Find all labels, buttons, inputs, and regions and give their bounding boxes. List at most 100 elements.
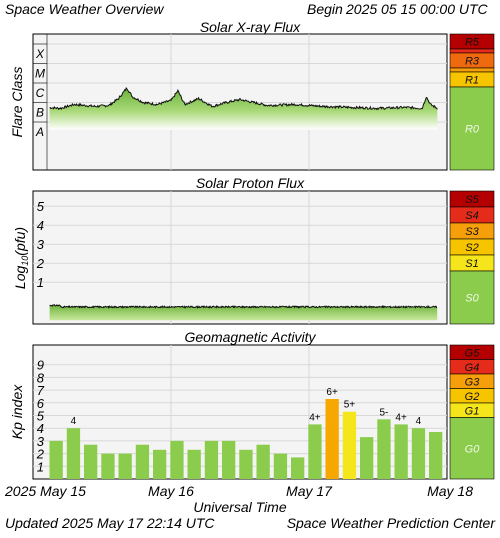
xray-scale-label-r0: R0	[465, 124, 480, 136]
proton-ylabel: Log10(pfu)	[12, 227, 30, 289]
kp-g-scale: G5 G4 G3 G2 G1 G0	[449, 344, 495, 480]
proton-scale-label-s1: S1	[465, 258, 478, 270]
proton-flux-line	[49, 304, 438, 309]
kp-bar	[394, 424, 408, 479]
xray-class-a: A	[35, 125, 44, 139]
kp-bar-label: 6+	[326, 387, 338, 398]
begin-time: 2025 05 15 00:00 UTC	[345, 1, 489, 17]
kp-bar	[135, 444, 150, 479]
xray-scale-box-r0	[449, 86, 495, 171]
proton-scale-box-s0	[449, 270, 495, 325]
begin-label: Begin	[307, 1, 343, 17]
updated-label: Updated	[5, 515, 59, 531]
xray-flux-line	[49, 86, 438, 111]
kp-bar	[325, 399, 339, 479]
kp-bar-label: 4	[71, 416, 77, 427]
kp-scale-label-g5: G5	[465, 347, 481, 359]
xray-class-b: B	[36, 106, 44, 120]
x-tick-label: May 18	[427, 483, 473, 499]
proton-ylabel-sub: 10	[20, 256, 30, 266]
xray-flux-area	[49, 88, 438, 130]
kp-bar	[411, 428, 426, 479]
proton-title: Solar Proton Flux	[196, 175, 305, 191]
kp-bar	[204, 440, 219, 479]
x-tick-label: 2025 May 15	[4, 483, 86, 499]
proton-tick-4: 4	[37, 218, 44, 233]
kp-tick-8: 8	[37, 370, 45, 385]
xray-class-m: M	[35, 67, 45, 81]
kp-bar	[153, 449, 167, 479]
proton-scale-label-s5: S5	[465, 194, 479, 206]
kp-tick-3: 3	[37, 434, 45, 449]
xray-class-x: X	[35, 47, 45, 61]
updated-time: 2025 May 17 22:14 UTC	[61, 515, 215, 531]
kp-bar-label: 4+	[395, 412, 407, 423]
proton-tick-5: 5	[37, 199, 45, 214]
proton-ylabel-main: Log	[12, 266, 28, 290]
xray-scale-box-r2-band	[449, 67, 495, 73]
kp-tick-9: 9	[37, 358, 44, 373]
kp-bar	[377, 419, 391, 479]
kp-title: Geomagnetic Activity	[185, 329, 317, 345]
proton-grid	[33, 191, 447, 324]
proton-s-scale: S5 S4 S3 S2 S1 S0	[449, 190, 495, 325]
kp-bar	[429, 432, 443, 479]
kp-bar-label: 4+	[309, 412, 321, 423]
kp-scale-label-g0: G0	[465, 443, 481, 455]
xray-scale-box-r4-band	[449, 48, 495, 54]
kp-scale-label-g4: G4	[465, 362, 480, 374]
xray-scale-label-r1: R1	[465, 75, 479, 87]
xray-scale-label-r3: R3	[465, 56, 480, 68]
kp-bar	[66, 428, 81, 479]
x-axis-tick-labels: 2025 May 15 May 16 May 17 May 18	[4, 483, 473, 499]
kp-bar-label: 5+	[344, 400, 356, 411]
kp-bar	[118, 453, 132, 479]
proton-tick-3: 3	[37, 237, 45, 252]
proton-scale-label-s0: S0	[465, 293, 479, 305]
kp-tick-4: 4	[37, 421, 44, 436]
proton-tick-1: 1	[37, 275, 44, 290]
proton-tick-labels: 1 2 3 4 5	[36, 199, 45, 290]
kp-scale-label-g2: G2	[465, 391, 480, 403]
kp-tick-2: 2	[36, 447, 45, 462]
proton-tick-2: 2	[36, 256, 45, 271]
kp-bar	[273, 453, 288, 479]
kp-tick-6: 6	[37, 396, 45, 411]
proton-plot-frame	[32, 190, 448, 325]
xray-class-c: C	[36, 86, 45, 100]
kp-bar	[342, 411, 357, 479]
kp-scale-label-g3: G3	[465, 376, 481, 388]
kp-ylabel: Kp index	[9, 384, 25, 439]
xray-ylabel: Flare Class	[9, 67, 25, 138]
kp-bar	[101, 453, 115, 479]
proton-flux-area	[49, 304, 438, 321]
x-tick-label: May 16	[148, 483, 194, 499]
kp-bar	[49, 440, 63, 479]
proton-panel: 1 2 3 4 5 S5 S4 S3 S2 S1 S0	[32, 190, 495, 325]
kp-bar	[308, 424, 322, 479]
kp-bar	[170, 440, 184, 479]
kp-bar-labels: 4 4+ 6+ 5+ 5- 4+ 4	[71, 387, 422, 427]
page-title: Space Weather Overview	[5, 1, 164, 17]
kp-bar	[84, 444, 98, 479]
proton-scale-label-s3: S3	[465, 226, 479, 238]
kp-bars	[49, 399, 443, 479]
kp-tick-7: 7	[37, 383, 45, 398]
kp-bar	[239, 449, 253, 479]
kp-bar	[187, 449, 201, 479]
kp-tick-1: 1	[37, 459, 44, 474]
x-tick-label: May 17	[286, 483, 333, 499]
xray-title: Solar X-ray Flux	[200, 19, 301, 35]
kp-scale-box-g0	[449, 417, 495, 480]
kp-bar	[222, 440, 236, 479]
x-axis-label: Universal Time	[193, 499, 286, 515]
kp-tick-5: 5	[37, 409, 45, 424]
proton-ylabel-rest: (pfu)	[12, 227, 28, 256]
kp-bar	[256, 444, 270, 479]
